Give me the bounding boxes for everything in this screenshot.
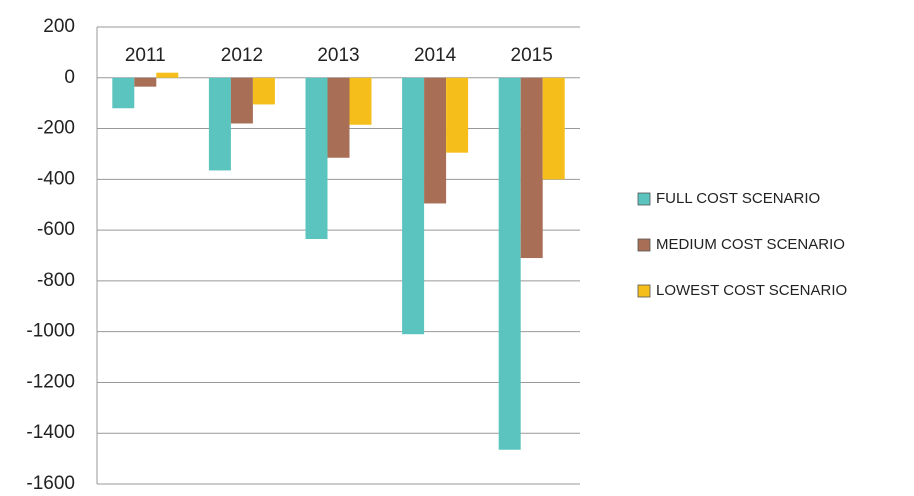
bar [520, 77, 543, 259]
bar [208, 77, 231, 171]
x-tick-label: 2013 [317, 45, 359, 66]
legend-swatch [637, 238, 651, 252]
y-tick-label: -1000 [26, 321, 75, 342]
y-tick-label: -800 [37, 270, 75, 291]
legend-label: LOWEST COST SCENARIO [656, 282, 847, 299]
y-tick-label: -1400 [26, 422, 75, 443]
bar [305, 77, 328, 239]
bar [402, 77, 425, 335]
y-tick-label: -1200 [26, 371, 75, 392]
bar [424, 77, 447, 204]
legend-swatch [637, 284, 651, 298]
bar [252, 77, 275, 105]
bar [542, 77, 565, 180]
y-tick-label: 0 [64, 67, 75, 88]
bar [498, 77, 521, 450]
legend-label: FULL COST SCENARIO [656, 190, 820, 207]
bar [327, 77, 350, 158]
y-tick-label: -400 [37, 168, 75, 189]
x-tick-label: 2015 [511, 45, 553, 66]
bar [156, 72, 179, 78]
bar [112, 77, 135, 109]
x-tick-label: 2011 [125, 45, 166, 66]
bar [446, 77, 469, 153]
y-tick-label: -200 [37, 118, 75, 139]
bar [134, 77, 157, 87]
x-tick-label: 2014 [414, 45, 457, 66]
x-tick-label: 2012 [221, 45, 263, 66]
y-tick-label: -1600 [26, 473, 75, 494]
y-tick-label: 200 [43, 16, 75, 37]
bar [230, 77, 253, 124]
legend-swatch [637, 192, 651, 206]
legend-label: MEDIUM COST SCENARIO [656, 236, 845, 253]
bar [349, 77, 372, 125]
y-tick-label: -600 [37, 219, 75, 240]
